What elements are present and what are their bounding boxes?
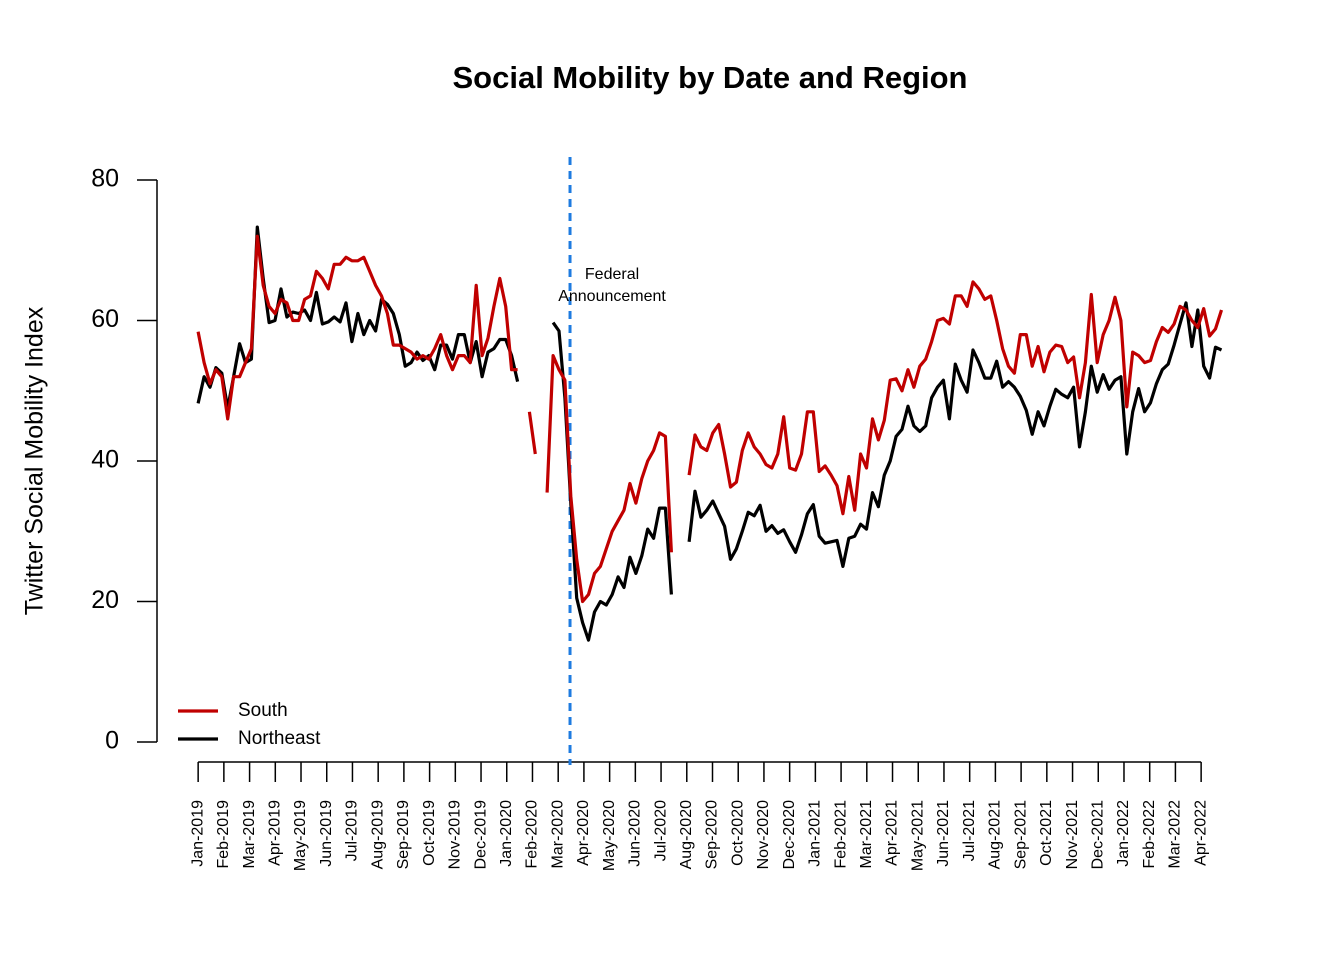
x-tick-label: Jun-2021 — [935, 800, 952, 867]
x-tick-label: Jul-2020 — [652, 800, 669, 861]
x-tick-label: Dec-2021 — [1089, 800, 1106, 869]
x-tick-label: Jun-2020 — [627, 800, 644, 867]
x-tick-label: May-2021 — [909, 800, 926, 871]
x-tick-label: Aug-2021 — [987, 800, 1004, 869]
x-tick-label: Nov-2021 — [1064, 800, 1081, 869]
legend-label: Northeast — [238, 728, 321, 749]
legend-label: South — [238, 700, 288, 721]
y-tick-label: 40 — [91, 446, 119, 474]
x-tick-label: Oct-2019 — [421, 800, 438, 866]
x-tick-label: Aug-2019 — [369, 800, 386, 869]
annotation: Announcement — [558, 288, 666, 305]
x-tick-label: Sep-2021 — [1012, 800, 1029, 869]
x-tick-label: Mar-2022 — [1167, 800, 1184, 869]
x-tick-label: Jan-2020 — [498, 800, 515, 867]
x-tick-label: Jul-2019 — [344, 800, 361, 861]
x-tick-label: Apr-2021 — [884, 800, 901, 866]
x-tick-label: Sep-2019 — [395, 800, 412, 869]
x-tick-label: Mar-2021 — [858, 800, 875, 869]
x-tick-label: Nov-2020 — [755, 800, 772, 869]
x-tick-label: Jan-2021 — [807, 800, 824, 867]
y-tick-label: 60 — [91, 305, 119, 333]
x-tick-label: Feb-2020 — [524, 800, 541, 869]
x-tick-label: Oct-2021 — [1038, 800, 1055, 866]
x-tick-label: Feb-2019 — [215, 800, 232, 869]
x-tick-label: Dec-2020 — [781, 800, 798, 869]
x-tick-label: Nov-2019 — [447, 800, 464, 869]
y-tick-label: 80 — [91, 165, 119, 193]
x-tick-label: Apr-2019 — [267, 800, 284, 866]
x-tick-label: Jul-2021 — [961, 800, 978, 861]
x-tick-label: Feb-2022 — [1141, 800, 1158, 869]
y-tick-label: 20 — [91, 586, 119, 614]
x-tick-label: Apr-2020 — [575, 800, 592, 866]
series-line — [196, 234, 1224, 604]
x-tick-label: Mar-2020 — [549, 800, 566, 869]
y-axis-label: Twitter Social Mobility Index — [21, 306, 49, 615]
x-tick-label: Feb-2021 — [832, 800, 849, 869]
x-tick-label: Aug-2020 — [678, 800, 695, 869]
annotation: Federal — [585, 266, 639, 283]
x-tick-label: May-2020 — [601, 800, 618, 871]
y-tick-label: 0 — [105, 727, 119, 755]
series-line — [196, 225, 1223, 642]
x-tick-label: Dec-2019 — [472, 800, 489, 869]
x-tick-label: Apr-2022 — [1192, 800, 1209, 866]
x-tick-label: Jan-2022 — [1115, 800, 1132, 867]
chart-title: Social Mobility by Date and Region — [452, 60, 967, 95]
x-tick-label: Oct-2020 — [729, 800, 746, 866]
x-tick-label: Mar-2019 — [241, 800, 258, 869]
x-tick-label: Jan-2019 — [189, 800, 206, 867]
x-tick-label: Sep-2020 — [704, 800, 721, 869]
x-tick-label: May-2019 — [292, 800, 309, 871]
x-tick-label: Jun-2019 — [318, 800, 335, 867]
